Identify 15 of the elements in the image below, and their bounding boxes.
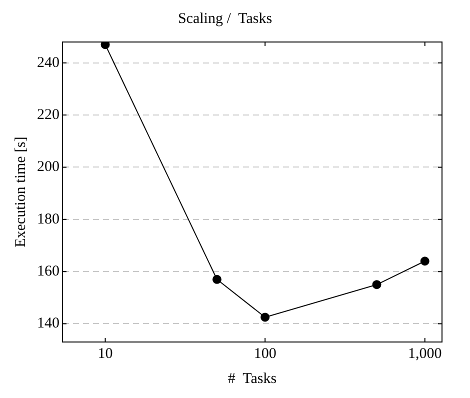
point [260,312,270,322]
x-tick-label: 100 [254,346,276,362]
y-tick-label: 220 [37,106,60,123]
y-axis-title: Execution time [s] [12,136,29,248]
y-tick-label: 180 [37,211,60,228]
x-tick-label: 10 [98,346,113,362]
x-axis-title: # Tasks [228,370,277,387]
chart-title: Scaling / Tasks [178,10,272,27]
y-tick-label: 140 [37,316,60,332]
point [420,256,430,266]
y-tick-label: 240 [37,54,60,71]
y-tick-label: 200 [37,159,60,176]
y-tick-label: 160 [37,264,60,280]
point [100,42,110,50]
x-tick-label: 1,000 [408,346,442,362]
